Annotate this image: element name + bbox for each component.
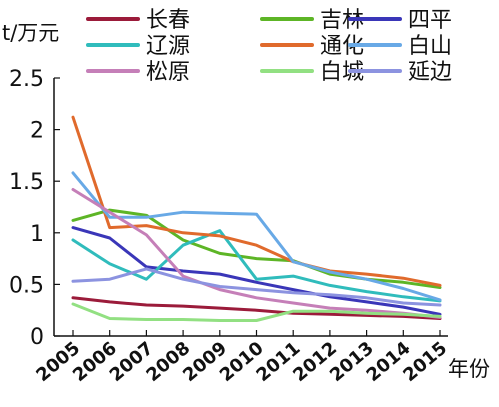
legend-item: 白山 — [348, 34, 452, 59]
series-layer — [71, 115, 442, 322]
legend-item: 四平 — [348, 8, 452, 33]
legend-label: 延边 — [408, 60, 452, 85]
series-line-8 — [71, 267, 442, 307]
y-tick-label: 2 — [30, 119, 44, 144]
y-axis-ticks: 0 0.5 1 1.5 2 2.5 — [9, 67, 60, 350]
series-line-1 — [71, 208, 442, 289]
legend-label: 辽源 — [146, 34, 190, 59]
legend-label: 松原 — [146, 60, 190, 85]
x-axis-ticks: 2005200620072008200920102011201220132014… — [32, 330, 451, 386]
series-line-6 — [71, 188, 442, 319]
x-tick-label: 2015 — [399, 338, 451, 386]
x-axis-title: 年份 — [448, 357, 490, 381]
y-tick-label: 2.5 — [9, 67, 44, 92]
series-line-5 — [71, 171, 442, 302]
y-tick-label: 0 — [30, 325, 44, 350]
series-line-7 — [71, 302, 442, 322]
series-line-2 — [71, 226, 442, 316]
y-tick-label: 1 — [30, 222, 44, 247]
series-line-0 — [71, 296, 442, 320]
y-tick-label: 1.5 — [9, 170, 44, 195]
y-tick-label: 0.5 — [9, 273, 44, 298]
legend-item: 辽源 — [86, 34, 190, 59]
series-line-4 — [71, 115, 442, 287]
legend-item: 延边 — [348, 60, 452, 85]
legend-item: 长春 — [86, 8, 190, 33]
legend-label: 白山 — [408, 34, 452, 59]
series-line-3 — [71, 229, 442, 303]
y-axis-title: t/万元 — [2, 21, 59, 45]
legend-label: 长春 — [146, 8, 190, 33]
legend-label: 四平 — [408, 8, 452, 33]
legend-item: 松原 — [86, 60, 190, 85]
